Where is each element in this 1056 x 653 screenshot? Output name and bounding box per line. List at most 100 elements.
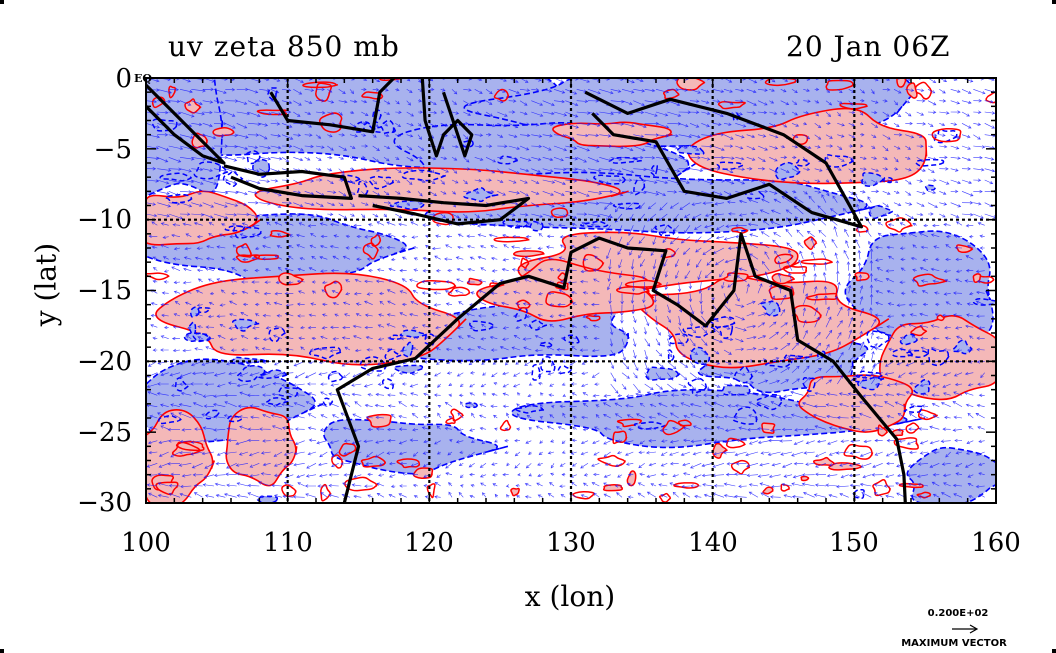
positive-contour (426, 483, 436, 499)
positive-contour (806, 292, 838, 301)
negative-contour (384, 348, 402, 361)
negative-contour (233, 225, 262, 239)
negative-contour (633, 176, 646, 196)
positive-contour (493, 236, 530, 243)
vorticity-fill-layer (146, 78, 996, 503)
negative-contour (676, 144, 705, 155)
positive-contour (318, 112, 343, 133)
positive-vorticity-region (146, 190, 261, 246)
grid-lines (146, 78, 996, 503)
positive-contour (985, 91, 996, 104)
negative-contour (927, 347, 950, 367)
positive-contour (843, 443, 874, 460)
negative-contour (226, 415, 243, 423)
negative-contour (268, 327, 286, 343)
positive-vorticity-region (798, 374, 914, 433)
positive-contour (320, 483, 332, 502)
positive-contour (269, 229, 291, 238)
positive-contour (780, 483, 791, 492)
y-axis-label: y (lat) (29, 242, 63, 327)
positive-contour (146, 272, 170, 281)
positive-contour (896, 78, 907, 88)
positive-contour (905, 422, 920, 434)
negative-contour (538, 341, 553, 348)
axis-ticks (145, 77, 997, 504)
negative-contour (183, 332, 211, 342)
negative-contour (381, 378, 395, 390)
positive-contour (917, 409, 939, 421)
positive-contour (302, 81, 339, 89)
negative-contour (668, 333, 689, 345)
positive-contour (602, 484, 624, 492)
x-tick-label: 100 (121, 528, 171, 558)
max-vector-label: MAXIMUM VECTOR (901, 638, 1007, 649)
positive-contour (370, 233, 382, 247)
negative-contour (245, 150, 261, 165)
positive-contour (379, 78, 403, 81)
positive-contour (782, 265, 808, 274)
negative-contour (654, 224, 675, 237)
negative-contour (716, 161, 744, 170)
x-tick-label: 140 (688, 528, 738, 558)
max-vector-arrow (952, 624, 979, 634)
negative-contour (368, 175, 395, 190)
sumatra-coast (146, 83, 226, 165)
negative-contour (174, 377, 189, 392)
negative-contour (667, 349, 675, 362)
negative-contour (755, 393, 783, 411)
negative-contour (783, 354, 810, 360)
y-tick-label: −30 (77, 488, 132, 518)
negative-contour (236, 364, 266, 383)
negative-contour (232, 318, 260, 332)
negative-contour (401, 169, 446, 182)
positive-contour (597, 454, 626, 467)
positive-contour (510, 487, 520, 497)
negative-contour (802, 376, 816, 393)
negative-contour (924, 184, 936, 192)
positive-contour (730, 459, 751, 475)
positive-contour (662, 88, 680, 100)
positive-contour (774, 253, 794, 265)
positive-contour (520, 257, 530, 269)
negative-contour (531, 364, 541, 381)
positive-contour (331, 454, 344, 469)
x-tick-label: 150 (829, 528, 879, 558)
negative-contour (402, 341, 414, 358)
positive-contour (673, 482, 700, 489)
positive-contour (792, 134, 809, 145)
negative-contour (159, 172, 193, 182)
coastline-layer (146, 78, 907, 503)
positive-contour (366, 413, 392, 428)
x-tick-label: 120 (404, 528, 454, 558)
positive-contour (513, 250, 545, 258)
positive-contour (360, 455, 387, 468)
negative-contour (152, 118, 178, 132)
negative-contour (224, 225, 246, 232)
negative-contour (502, 219, 528, 229)
positive-contour (956, 244, 974, 254)
positive-contour (545, 291, 574, 308)
positive-contour (585, 315, 601, 322)
positive-contour (447, 286, 471, 297)
positive-contour (171, 441, 202, 457)
negative-contour (399, 329, 428, 339)
negative-contour (593, 174, 627, 185)
y-tick-label: −20 (77, 347, 132, 377)
positive-contour (813, 456, 835, 467)
equator-marker: EQ (134, 72, 152, 85)
negative-contour (338, 174, 361, 183)
positive-contour (931, 128, 962, 143)
positive-contour (175, 441, 205, 452)
positive-contour (416, 280, 457, 291)
negative-contour (580, 220, 609, 228)
negative-vorticity-region (146, 78, 223, 198)
negative-contour (721, 384, 751, 396)
positive-contour (324, 280, 343, 299)
y-tick-label: −25 (77, 418, 132, 448)
y-tick-label: 0 (115, 64, 132, 94)
negative-contour (914, 158, 945, 167)
negative-vorticity-region (323, 418, 509, 475)
negative-contour (188, 321, 197, 336)
negative-contour (158, 414, 182, 425)
